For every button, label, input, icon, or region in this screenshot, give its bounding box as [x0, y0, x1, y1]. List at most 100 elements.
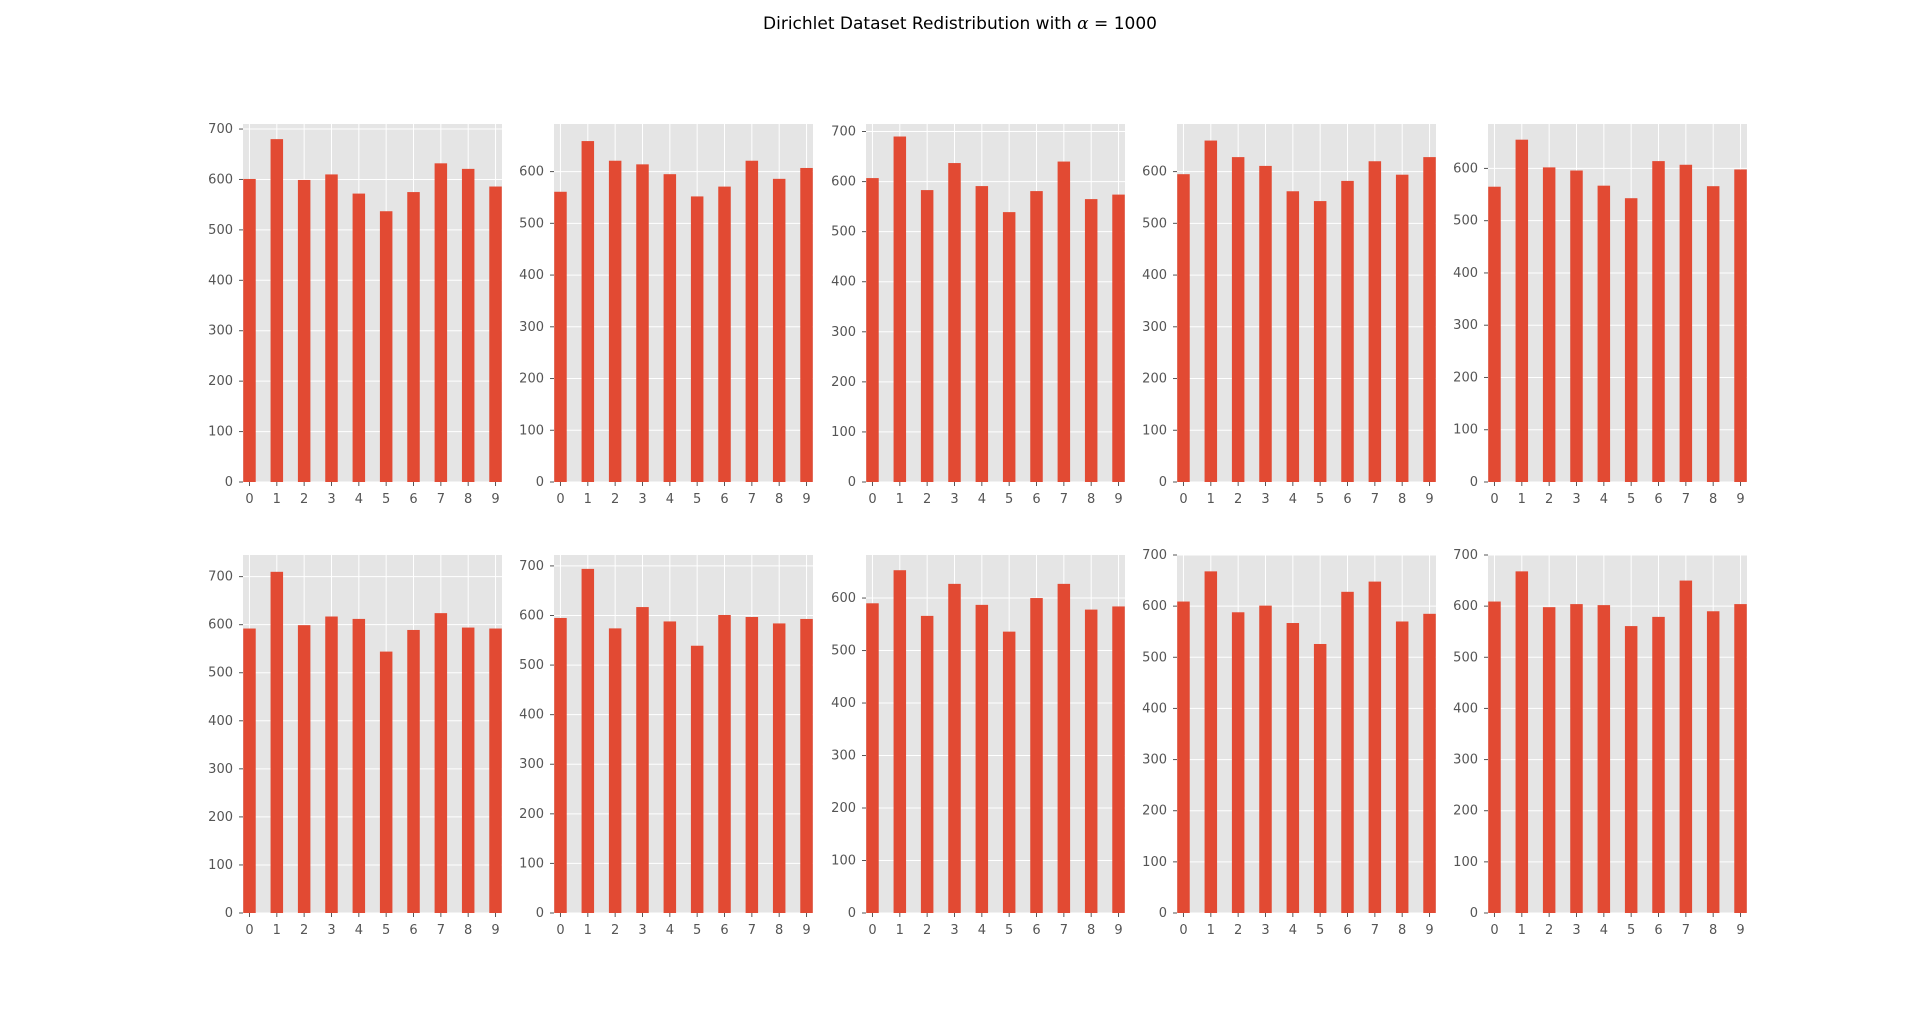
bar	[1515, 139, 1529, 482]
bar	[1030, 598, 1043, 913]
subplot-9: 0 100 200 300 400 500 600 700 0 1 2 3 4 5 6 7 8 9	[1142, 548, 1436, 938]
x-tick-label: 9	[802, 492, 810, 507]
bar	[1706, 611, 1720, 913]
y-tick-label: 200	[1453, 370, 1478, 385]
x-tick-label: 4	[1289, 923, 1297, 938]
bar	[1259, 605, 1272, 913]
x-tick-label: 4	[1289, 492, 1297, 507]
bar	[489, 628, 502, 913]
x-tick-label: 1	[1207, 923, 1215, 938]
x-tick-label: 6	[720, 492, 728, 507]
bar	[270, 571, 284, 913]
bar	[434, 613, 448, 913]
y-tick-label: 300	[519, 320, 544, 335]
y-tick-label: 700	[519, 559, 544, 574]
bar	[1204, 571, 1218, 913]
bar	[461, 627, 475, 913]
bar	[1002, 631, 1016, 913]
x-tick-label: 4	[666, 923, 674, 938]
x-tick-label: 5	[693, 923, 701, 938]
x-tick-label: 8	[1398, 492, 1406, 507]
y-tick-label: 0	[1159, 475, 1167, 490]
x-tick-label: 6	[1032, 492, 1040, 507]
y-tick-label: 100	[1453, 423, 1478, 438]
y-tick-label: 0	[1470, 475, 1478, 490]
bar	[920, 190, 934, 483]
y-tick-label: 500	[1453, 650, 1478, 665]
y-tick-label: 200	[1142, 804, 1167, 819]
bar	[352, 193, 366, 482]
bar	[690, 196, 704, 483]
bar	[379, 651, 393, 913]
y-tick-label: 500	[831, 225, 856, 240]
bar	[772, 623, 786, 913]
x-tick-label: 4	[355, 923, 363, 938]
bar	[1570, 170, 1583, 483]
bar	[1057, 161, 1071, 483]
x-tick-label: 7	[748, 923, 756, 938]
bar	[434, 163, 448, 482]
y-tick-label: 0	[1470, 906, 1478, 921]
y-tick-label: 400	[1142, 268, 1167, 283]
x-tick-label: 7	[437, 923, 445, 938]
bar	[718, 614, 731, 913]
bar	[636, 164, 649, 482]
x-tick-label: 2	[1545, 923, 1553, 938]
x-tick-label: 3	[1572, 923, 1580, 938]
y-tick-label: 400	[1453, 266, 1478, 281]
bar	[1204, 140, 1218, 482]
bar	[1624, 626, 1638, 913]
x-tick-label: 7	[437, 492, 445, 507]
bar	[297, 179, 311, 483]
x-tick-label: 8	[1087, 492, 1095, 507]
y-tick-label: 300	[208, 324, 233, 339]
y-tick-label: 600	[1142, 165, 1167, 180]
bar	[1341, 180, 1354, 482]
y-tick-label: 100	[208, 858, 233, 873]
x-tick-label: 1	[273, 492, 281, 507]
y-tick-label: 200	[831, 375, 856, 390]
bar	[608, 160, 622, 483]
bar	[461, 168, 475, 483]
bar	[866, 603, 879, 913]
subplot-5: 0 100 200 300 400 500 600 0 1 2 3 4 5 6 7 8 9	[1453, 124, 1747, 507]
x-tick-label: 0	[1179, 923, 1187, 938]
x-tick-label: 8	[775, 923, 783, 938]
bar	[407, 629, 420, 913]
x-tick-label: 6	[1343, 923, 1351, 938]
y-tick-label: 400	[519, 708, 544, 723]
y-tick-label: 200	[1453, 804, 1478, 819]
bar	[1624, 198, 1638, 482]
x-tick-label: 1	[584, 923, 592, 938]
subplot-6: 0 100 200 300 400 500 600 700 0 1 2 3 4 5 6 7 8 9	[208, 555, 502, 938]
bar	[1112, 194, 1125, 482]
y-tick-label: 200	[208, 810, 233, 825]
x-tick-label: 6	[1032, 923, 1040, 938]
x-tick-label: 2	[611, 492, 619, 507]
bar	[1368, 161, 1382, 483]
bar	[297, 625, 311, 913]
bar	[352, 618, 366, 913]
bar	[1679, 580, 1693, 913]
y-tick-label: 500	[831, 644, 856, 659]
plot-area	[1177, 124, 1436, 482]
x-tick-label: 2	[1234, 923, 1242, 938]
bar	[1395, 174, 1409, 483]
bar	[1341, 591, 1354, 913]
bar	[1597, 185, 1611, 482]
x-tick-label: 9	[1114, 923, 1122, 938]
x-tick-label: 7	[1060, 492, 1068, 507]
x-tick-label: 8	[464, 492, 472, 507]
x-tick-label: 0	[245, 492, 253, 507]
bar	[1488, 601, 1501, 913]
plot-area	[243, 124, 502, 482]
y-tick-label: 100	[1453, 855, 1478, 870]
x-tick-label: 2	[300, 492, 308, 507]
bar	[1542, 607, 1556, 913]
bar	[948, 163, 961, 482]
x-tick-label: 6	[1654, 492, 1662, 507]
x-tick-label: 7	[1682, 492, 1690, 507]
y-tick-label: 300	[1453, 753, 1478, 768]
y-tick-label: 0	[225, 475, 233, 490]
